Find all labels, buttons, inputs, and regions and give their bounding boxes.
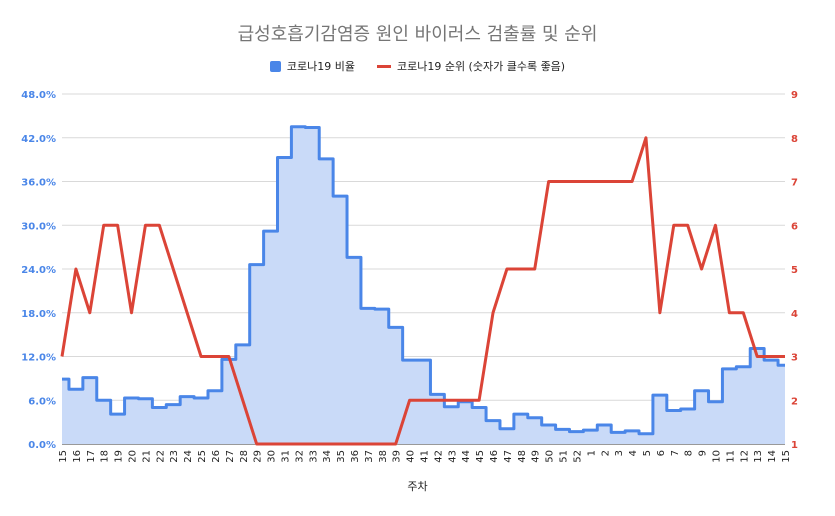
y-tick-left: 18.0% [21, 309, 56, 320]
x-tick: 24 [183, 450, 194, 463]
x-tick: 9 [698, 450, 709, 456]
y-tick-right: 3 [791, 353, 798, 364]
x-tick: 18 [100, 450, 111, 463]
x-tick: 34 [322, 450, 333, 463]
rate-step-line [62, 125, 785, 436]
y-tick-left: 12.0% [21, 353, 56, 364]
x-tick: 49 [531, 450, 542, 463]
x-tick: 29 [253, 450, 264, 463]
legend-swatch-rank [376, 64, 391, 68]
x-tick: 32 [294, 450, 305, 463]
x-tick: 41 [420, 450, 431, 463]
rate-area [62, 125, 785, 444]
gridlines [62, 93, 785, 445]
x-tick: 4 [628, 450, 639, 456]
y-tick-left: 36.0% [21, 178, 56, 189]
y-tick-right: 4 [791, 309, 798, 320]
x-tick: 51 [559, 450, 570, 463]
x-tick: 13 [753, 450, 764, 463]
legend-label-rate: 코로나19 비율 [286, 60, 355, 73]
y-tick-left: 30.0% [21, 221, 56, 232]
y-tick-left: 24.0% [21, 265, 56, 276]
y-tick-right: 5 [791, 265, 798, 276]
x-tick: 11 [725, 450, 736, 463]
x-tick: 22 [155, 450, 166, 463]
x-tick: 19 [114, 450, 125, 463]
x-tick: 33 [308, 450, 319, 463]
x-tick: 5 [642, 450, 653, 456]
x-tick: 43 [447, 450, 458, 463]
x-tick: 36 [350, 450, 361, 463]
x-tick: 27 [225, 450, 236, 463]
x-tick: 37 [364, 450, 375, 463]
x-tick: 20 [128, 450, 139, 463]
x-tick: 28 [239, 450, 250, 463]
y-tick-left: 42.0% [21, 134, 56, 145]
y-tick-right: 9 [791, 90, 798, 101]
x-tick: 17 [86, 450, 97, 463]
x-tick: 16 [72, 450, 83, 463]
y-tick-left: 0.0% [28, 440, 56, 451]
x-tick: 48 [517, 450, 528, 463]
chart-title: 급성호흡기감염증 원인 바이러스 검출률 및 순위 [237, 24, 598, 45]
y-tick-right: 2 [791, 396, 798, 407]
x-tick: 50 [545, 450, 556, 463]
legend-label-rank: 코로나19 순위 (숫자가 클수록 좋음) [396, 60, 566, 73]
x-tick: 14 [767, 450, 778, 463]
legend: 코로나19 비율 코로나19 순위 (숫자가 클수록 좋음) [0, 58, 835, 74]
x-tick: 45 [475, 450, 486, 463]
x-tick: 35 [336, 450, 347, 463]
x-tick: 6 [656, 450, 667, 456]
y-tick-right: 7 [791, 178, 798, 189]
legend-swatch-rate [269, 60, 281, 72]
x-tick: 8 [684, 450, 695, 456]
y-tick-right: 6 [791, 221, 798, 232]
x-tick: 42 [433, 450, 444, 463]
y-tick-right: 8 [791, 134, 798, 145]
y-tick-left: 48.0% [21, 90, 56, 101]
x-tick: 47 [503, 450, 514, 463]
x-tick: 10 [711, 450, 722, 463]
x-tick: 31 [280, 450, 291, 463]
x-tick: 12 [739, 450, 750, 463]
x-tick: 39 [392, 450, 403, 463]
x-tick: 44 [461, 450, 472, 463]
x-tick: 7 [670, 450, 681, 456]
y-tick-right: 1 [791, 440, 798, 451]
x-tick: 46 [489, 450, 500, 463]
x-tick: 25 [197, 450, 208, 463]
legend-item-rank[interactable]: 코로나19 순위 (숫자가 클수록 좋음) [376, 58, 566, 74]
x-tick: 3 [614, 450, 625, 456]
x-axis-title: 주차 [407, 480, 428, 493]
x-axis: 15 16 17 18 19 20 21 22 23 24 25 26 27 28 29 30 31 32 33 34… [58, 450, 792, 463]
x-tick: 15 [781, 450, 792, 463]
x-tick: 38 [378, 450, 389, 463]
y-tick-left: 6.0% [28, 396, 56, 407]
legend-item-rate[interactable]: 코로나19 비율 [269, 58, 355, 74]
x-tick: 15 [58, 450, 69, 463]
x-tick: 1 [586, 450, 597, 456]
rank-series-line [60, 136, 785, 446]
rank-line [60, 136, 785, 446]
x-tick: 52 [572, 450, 583, 463]
x-tick: 26 [211, 450, 222, 463]
x-tick: 30 [267, 450, 278, 463]
x-tick: 21 [141, 450, 152, 463]
y-axis-right: 1 2 3 4 5 6 7 8 9 [791, 90, 798, 451]
rate-area-fill [62, 126, 785, 444]
x-tick: 23 [169, 450, 180, 463]
x-tick: 2 [600, 450, 611, 456]
x-tick: 40 [406, 450, 417, 463]
y-axis-left: 0.0% 6.0% 12.0% 18.0% 24.0% 30.0% 36.0% 42.0% 48… [21, 90, 56, 451]
